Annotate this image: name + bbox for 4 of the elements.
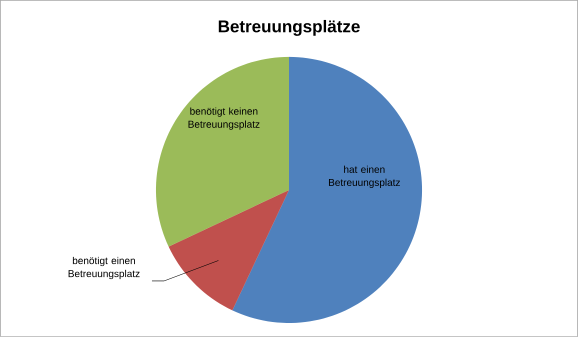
slice-label: benötigt keinen Betreuungsplatz (188, 107, 260, 130)
slice-label: hat einen Betreuungsplatz (328, 166, 400, 188)
chart-title: Betreuungsplätze (218, 20, 360, 36)
slice-label: benötigt einen Betreuungsplatz (68, 256, 140, 280)
